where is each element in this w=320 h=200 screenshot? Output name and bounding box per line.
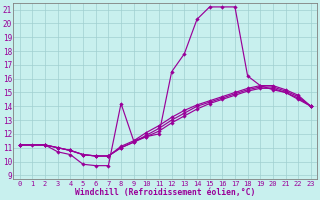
X-axis label: Windchill (Refroidissement éolien,°C): Windchill (Refroidissement éolien,°C): [75, 188, 255, 197]
